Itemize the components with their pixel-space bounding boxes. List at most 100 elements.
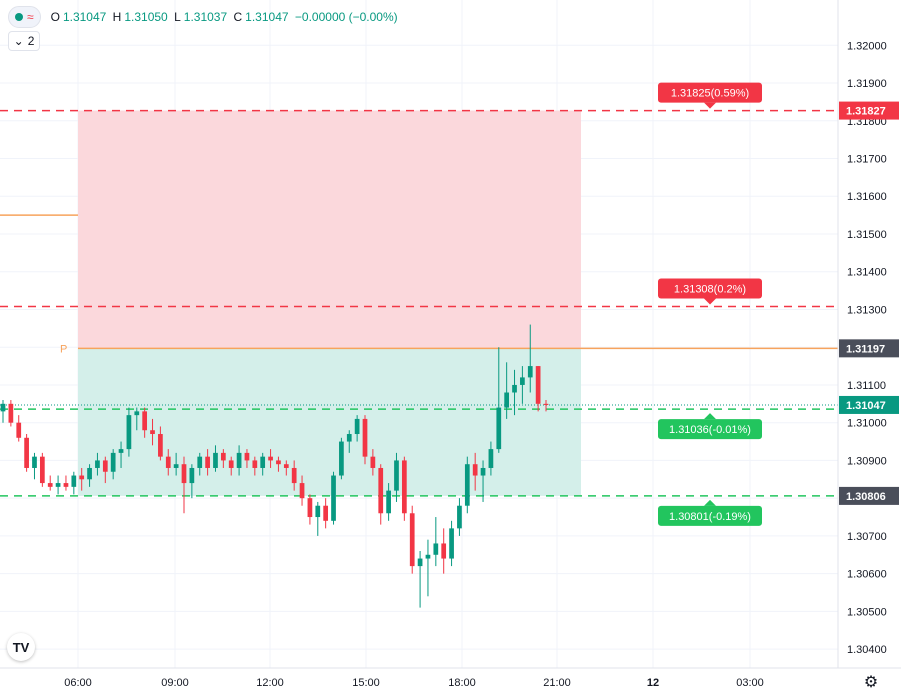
candle-body [283,464,289,468]
candle-body [102,460,108,472]
candle-body [378,467,384,514]
candle-body [110,452,116,472]
candle-body [299,483,305,499]
price-tick-label: 1.32000 [847,40,887,52]
chart-legend: ≈ O 1.31047 H 1.31050 L 1.31037 C 1.31047 −0… [8,6,401,28]
candle-body [181,464,187,484]
collapse-indicators-button[interactable]: ⌄ 2 [8,31,40,51]
time-tick-label: 03:00 [736,677,764,689]
candle-body [346,434,352,442]
candle-body [543,403,549,405]
level-label-text: 1.31036(-0.01%) [669,424,751,436]
level-label-box [658,419,762,440]
candle-body [386,490,391,514]
price-tick-label: 1.31600 [847,191,887,203]
candle-body [236,452,242,468]
candle-body [472,464,478,476]
price-tick-label: 1.30900 [847,455,887,467]
entry-price-tag: 1.31197 [846,343,885,355]
candle-body [126,415,132,450]
candle-body [268,456,273,461]
target-price-tag-bg [839,486,899,505]
candle-body [189,467,195,484]
time-tick-label: 12:00 [256,677,284,689]
stop-price-tag: 1.31827 [846,106,886,118]
level-label-pointer [704,298,716,305]
candle-body [441,543,447,559]
tradingview-logo-icon[interactable]: TV [7,633,35,661]
candle-body [47,483,53,487]
price-tick-label: 1.30500 [847,606,887,618]
candle-body [24,437,29,468]
candle-body [87,467,92,480]
candle-body [173,464,179,468]
candle-body [63,483,69,487]
candle-body [409,513,415,567]
candle-body [291,467,297,484]
level-label-pointer [704,499,716,506]
candle-body [425,554,431,559]
time-axis-bg [0,668,901,696]
candle-body [307,498,313,518]
last-price-tag: 1.31047 [846,400,886,412]
open-label: O [50,10,60,24]
level-label-box [658,82,762,103]
price-tick-label: 1.31500 [847,229,887,241]
time-tick-label: 15:00 [352,677,380,689]
time-tick-label: 12 [647,677,659,689]
low-value: 1.31037 [183,10,228,24]
entry-price-tag-bg [839,339,899,358]
candle-body [260,456,266,468]
candle-body [527,366,533,378]
change-value: −0.00000 (−0.00%) [294,10,398,24]
time-tick-label: 18:00 [448,677,476,689]
candle-body [362,418,368,457]
take-profit-zone [78,348,581,496]
candle-body [504,392,510,408]
candle-body [95,460,100,468]
high-value: 1.31050 [124,10,168,24]
candle-body [0,403,6,412]
time-tick-label: 06:00 [64,677,92,689]
candle-body [150,430,155,435]
level-label-box [658,278,762,299]
indicator-count: 2 [27,34,35,48]
price-tick-label: 1.30600 [847,569,887,581]
time-tick-label: 09:00 [161,677,189,689]
gear-icon[interactable]: ⚙ [863,674,879,691]
price-tick-label: 1.30400 [847,644,887,656]
candle-body [488,449,494,468]
chevron-down-icon: ⌄ [13,34,24,48]
stop-price-tag-bg [839,101,899,120]
low-label: L [174,10,181,24]
candle-body [220,452,226,461]
candle-body [354,418,360,435]
candle-body [401,460,407,514]
candle-body [55,483,61,487]
candle-body [464,464,470,506]
level-label-pointer [704,102,716,109]
candle-body [213,452,218,468]
symbol-status-badge[interactable]: ≈ [8,6,41,28]
candle-body [142,411,148,431]
candle-body [449,528,454,559]
candle-body [165,456,171,468]
candle-body [197,456,203,468]
candle-body [512,384,517,393]
candle-body [228,460,234,468]
candle-body [252,460,258,468]
candle-body [205,456,210,468]
level-label-pointer [704,413,716,420]
candle-body [457,505,462,529]
high-label: H [112,10,122,24]
target-price-tag: 1.30806 [846,491,886,503]
price-tick-label: 1.31100 [847,380,886,392]
candle-body [134,411,140,416]
candle-body [32,456,37,468]
candle-body [8,403,14,423]
candle-body [276,460,281,465]
level-label-text: 1.31308(0.2%) [674,283,746,295]
level-label-text: 1.30801(-0.19%) [669,511,751,523]
price-tick-label: 1.31400 [847,267,887,279]
